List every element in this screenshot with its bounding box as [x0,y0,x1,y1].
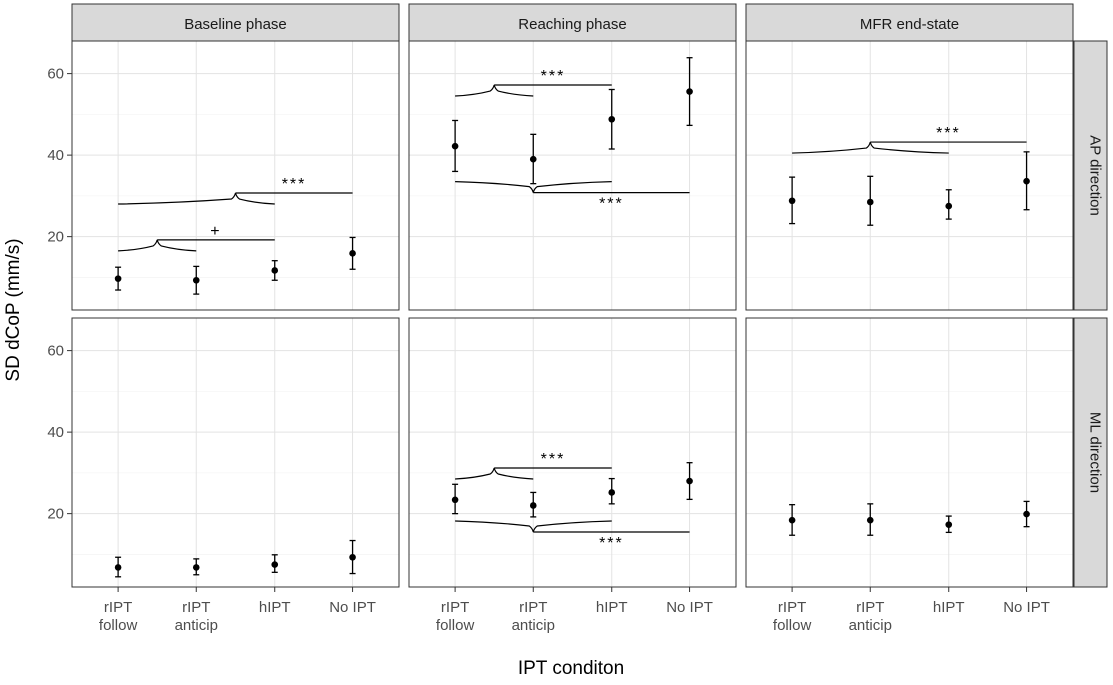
data-point [451,496,459,504]
significance-label: *** [541,68,566,85]
row-strip: AP direction [1073,40,1108,311]
panel-border [408,40,737,311]
data-point [1023,510,1030,518]
panel [745,317,1074,588]
strip-label: Reaching phase [518,16,626,33]
data-point [1023,177,1030,185]
x-axis-title: IPT conditon [518,658,624,679]
data-point [866,198,874,206]
significance-label: *** [282,176,307,193]
significance-label: *** [599,535,624,552]
panel-background [409,318,736,587]
x-tick-label: rIPT follow [773,599,812,634]
column-strip: Baseline phase [71,3,400,42]
y-axis-title: SD dCoP (mm/s) [3,238,24,381]
x-tick-label: rIPT anticip [175,599,218,634]
y-axis: 20 40 60 20 40 60 [47,66,72,523]
panel [71,317,400,588]
x-tick-label: rIPT follow [436,599,475,634]
x-tick-label: No IPT [329,599,376,616]
panel-border [71,317,400,588]
panel-border [745,40,1074,311]
data-point [686,88,693,95]
y-tick-label: 60 [47,66,64,83]
x-tick-label: hIPT [259,599,291,616]
data-point [686,477,693,485]
data-point [866,516,874,524]
x-tick-label: hIPT [596,599,628,616]
panel-border [408,317,737,588]
data-point [788,516,796,524]
panel-background [72,318,399,587]
data-point [349,553,356,561]
significance-label: *** [541,451,566,468]
column-strip: MFR end-state [745,3,1074,42]
panel: *** + [71,40,400,311]
x-tick-label: No IPT [666,599,713,616]
strip-background [1073,317,1108,588]
data-point [608,489,616,496]
y-tick-label: 40 [47,147,64,164]
y-tick-label: 40 [47,424,64,441]
data-point [114,275,122,282]
panels-layer: Baseline phase Reaching phase MFR end-stat… [71,3,1108,588]
panel-border [71,40,400,311]
data-point [192,564,200,571]
strip-background [71,3,400,42]
y-tick-label: 60 [47,343,64,360]
strip-label: AP direction [1087,135,1104,216]
data-point [271,561,279,568]
panel-background [746,318,1073,587]
data-point [349,250,356,257]
strip-background [408,3,737,42]
data-point [271,267,279,274]
data-point [608,115,616,123]
data-point [945,521,953,528]
data-point [529,502,537,509]
data-point [114,564,122,571]
panel-background [409,41,736,310]
panel-background [72,41,399,310]
strip-background [745,3,1074,42]
significance-brace [118,192,275,205]
data-point [451,142,459,150]
strip-label: ML direction [1087,412,1104,493]
panel: *** [745,40,1074,311]
x-tick-label: rIPT anticip [512,599,555,634]
data-point [945,202,953,210]
significance-label: + [210,223,221,240]
data-point [529,155,537,163]
strip-label: Baseline phase [184,16,287,33]
row-strip: ML direction [1073,317,1108,588]
strip-background [1073,40,1108,311]
data-point [788,197,796,205]
x-tick-label: rIPT anticip [849,599,892,634]
y-tick-label: 20 [47,229,64,246]
strip-label: MFR end-state [860,16,959,33]
x-tick-label: No IPT [1003,599,1050,616]
significance-label: *** [936,125,961,142]
panel: *** *** [408,317,737,588]
panel-background [746,41,1073,310]
x-tick-label: hIPT [933,599,965,616]
y-tick-label: 20 [47,506,64,523]
x-tick-label: rIPT follow [99,599,138,634]
panel-border [745,317,1074,588]
column-strip: Reaching phase [408,3,737,42]
data-point [192,276,200,284]
panel: *** *** [408,40,737,311]
x-axis: rIPT follow rIPT anticip hIPT No IPT rIPT follo… [99,587,1050,634]
significance-label: *** [599,196,624,213]
